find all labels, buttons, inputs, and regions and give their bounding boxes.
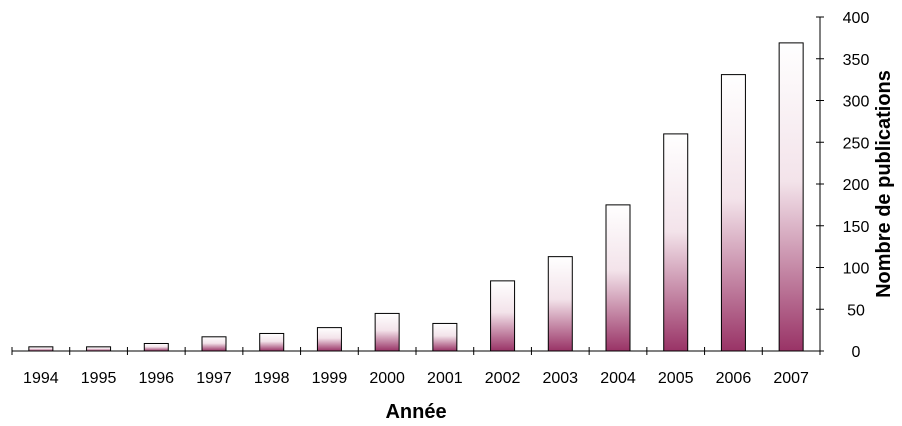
bar-2001	[432, 322, 458, 352]
x-tick-label: 1999	[312, 370, 348, 387]
bar-2007	[778, 42, 804, 352]
x-tick-label: 1995	[81, 370, 117, 387]
x-ticks-group	[11, 347, 821, 355]
bar-1994	[28, 346, 54, 352]
x-tick-label: 2005	[658, 370, 694, 387]
x-tick-label: 2003	[542, 370, 578, 387]
bar-2000	[374, 312, 400, 352]
bars-group	[28, 42, 804, 352]
y-tick-label: 100	[843, 261, 870, 278]
bar-2006	[720, 74, 746, 352]
x-tick-label: 2006	[716, 370, 752, 387]
y-tick-label: 400	[843, 10, 870, 27]
y-tick-label: 0	[852, 344, 861, 361]
x-tick-label: 2002	[485, 370, 521, 387]
bar-1999	[316, 327, 342, 352]
y-tick-label: 200	[843, 177, 870, 194]
bar-1997	[201, 336, 227, 352]
bar-1998	[259, 332, 285, 352]
bar-2005	[663, 133, 689, 352]
y-tick-label: 300	[843, 94, 870, 111]
x-tick-label: 2007	[773, 370, 809, 387]
x-axis-title: Année	[385, 401, 446, 423]
x-tick-label: 2001	[427, 370, 463, 387]
x-tick-label: 1998	[254, 370, 290, 387]
x-tick-label: 1996	[138, 370, 174, 387]
y-ticks-group	[816, 16, 824, 352]
bar-2002	[490, 280, 516, 352]
bar-1996	[143, 342, 169, 352]
y-tick-label: 250	[843, 135, 870, 152]
y-axis-title: Nombre de publications	[873, 70, 895, 298]
x-tick-label: 1997	[196, 370, 232, 387]
x-tick-labels-group: 1994 1995 1996 1997 1998 1999 2000 2001 2002 2003…	[23, 370, 809, 387]
bar-2003	[547, 256, 573, 352]
y-tick-label: 150	[843, 219, 870, 236]
x-tick-label: 1994	[23, 370, 59, 387]
bar-2004	[605, 204, 631, 352]
x-tick-label: 2004	[600, 370, 636, 387]
bar-1995	[86, 346, 112, 352]
y-tick-label: 350	[843, 52, 870, 69]
y-tick-labels-group: 0 50 100 150 200 250 300 350 400	[843, 10, 870, 361]
y-tick-label: 50	[847, 302, 865, 319]
x-tick-label: 2000	[369, 370, 405, 387]
